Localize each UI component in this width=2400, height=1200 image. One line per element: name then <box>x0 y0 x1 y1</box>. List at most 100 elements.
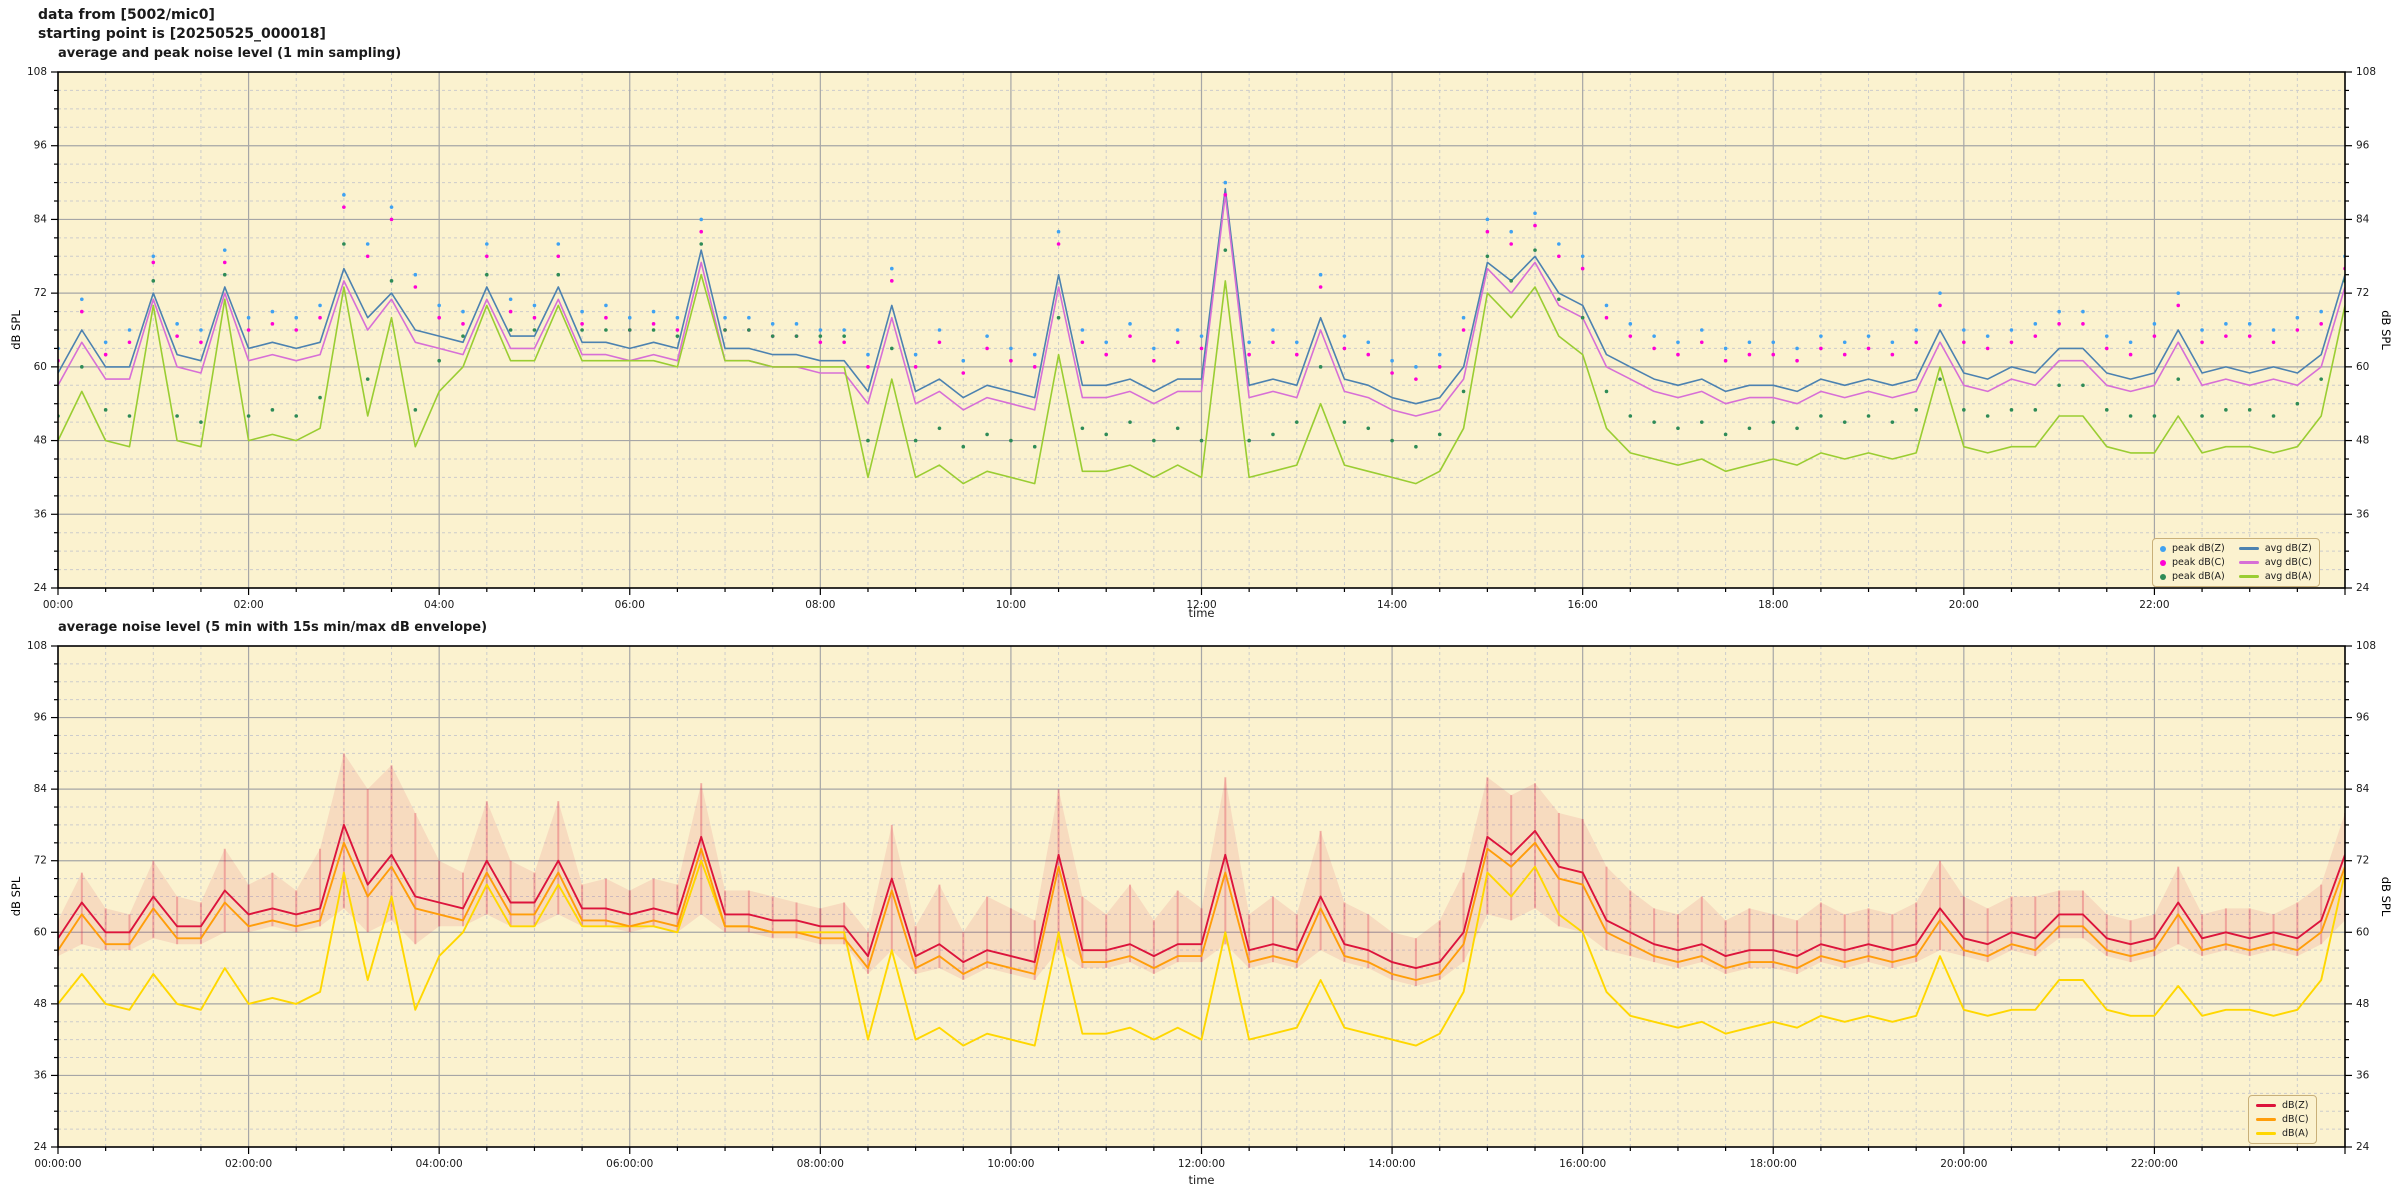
x-tick-label: 14:00 <box>1377 599 1407 611</box>
chart2-xaxis-label: time <box>1188 1173 1215 1187</box>
legend-line-marker <box>2238 560 2259 565</box>
legend-label: peak dB(C) <box>2172 557 2225 568</box>
legend-label: peak dB(A) <box>2172 571 2225 582</box>
chart1-plot: 24 24 36 36 48 48 60 60 72 72 84 84 96 96 108 108 00:00 0… <box>9 66 2393 611</box>
chart2-data-layer <box>58 753 2345 1047</box>
y-tick-label-right: 48 <box>2356 435 2369 447</box>
x-tick-label: 22:00 <box>2139 599 2169 611</box>
legend-item: avg dB(A) <box>2238 571 2312 582</box>
y-tick-label: 36 <box>34 1069 48 1081</box>
legend-label: avg dB(C) <box>2264 557 2312 568</box>
x-tick-label: 22:00:00 <box>2131 1158 2178 1170</box>
x-tick-label: 12:00:00 <box>1178 1158 1225 1170</box>
legend-line-marker <box>2256 1103 2276 1108</box>
avg-db-a--line <box>58 273 2345 485</box>
y-tick-label: 96 <box>34 140 48 152</box>
chart1-ylabel-right: dB SPL <box>2379 310 2393 350</box>
legend-item: peak dB(C) <box>2160 557 2225 568</box>
y-tick-label: 60 <box>34 926 47 938</box>
y-tick-label: 72 <box>34 855 47 867</box>
legend-item: dB(Z) <box>2256 1100 2309 1111</box>
envelope-band <box>58 753 2345 986</box>
y-tick-label-right: 48 <box>2356 998 2369 1010</box>
peak-db-c--scatter <box>58 193 2345 381</box>
avg-db-c--line <box>58 194 2345 417</box>
avg-db-z--line <box>58 187 2345 405</box>
x-tick-label: 18:00 <box>1758 599 1788 611</box>
y-tick-label-right: 108 <box>2356 66 2376 78</box>
legend-dot-marker <box>2160 559 2166 566</box>
chart2-ylabel-left: dB SPL <box>9 876 23 916</box>
y-tick-label: 48 <box>34 435 47 447</box>
x-tick-label: 08:00:00 <box>797 1158 844 1170</box>
y-tick-label: 84 <box>34 783 48 795</box>
y-tick-label-right: 60 <box>2356 926 2369 938</box>
x-tick-label: 12:00 <box>1186 599 1216 611</box>
chart1-tick-labels: 24 24 36 36 48 48 60 60 72 72 84 84 96 96 108 108 00:00 0… <box>27 66 2376 611</box>
chart2-major-grid <box>58 646 2345 1147</box>
x-tick-label: 20:00 <box>1949 599 1979 611</box>
x-tick-label: 20:00:00 <box>1940 1158 1987 1170</box>
y-tick-label: 24 <box>34 1141 48 1153</box>
legend-line-marker <box>2238 546 2259 551</box>
legend-dot-marker <box>2160 545 2166 552</box>
x-tick-label: 02:00 <box>233 599 263 611</box>
legend-label: avg dB(Z) <box>2264 543 2312 554</box>
x-tick-label: 10:00:00 <box>987 1158 1034 1170</box>
chart2-title: average noise level (5 min with 15s min/… <box>58 620 488 635</box>
db-z--line <box>58 823 2345 970</box>
chart2-ticks <box>51 645 2352 1154</box>
x-tick-label: 00:00 <box>43 599 73 611</box>
y-tick-label: 60 <box>34 361 47 373</box>
legend-line-marker <box>2256 1131 2276 1136</box>
y-tick-label-right: 72 <box>2356 855 2369 867</box>
y-tick-label: 108 <box>27 640 47 652</box>
y-tick-label-right: 96 <box>2356 140 2370 152</box>
legend-item: dB(C) <box>2256 1114 2309 1125</box>
y-tick-label-right: 36 <box>2356 508 2370 520</box>
y-tick-label: 108 <box>27 66 47 78</box>
chart1-title: average and peak noise level (1 min samp… <box>58 46 402 61</box>
legend-label: avg dB(A) <box>2264 571 2312 582</box>
legend-dot-marker <box>2160 573 2166 580</box>
chart2-legend: dB(Z) dB(C) dB(A) <box>2248 1095 2317 1144</box>
x-tick-label: 18:00:00 <box>1750 1158 1797 1170</box>
chart2-ylabel-right: dB SPL <box>2379 877 2393 917</box>
legend-label: dB(A) <box>2282 1128 2309 1139</box>
chart2-plot: 24 24 36 36 48 48 60 60 72 72 84 84 96 96 108 108 00:00:… <box>9 640 2393 1170</box>
x-tick-label: 16:00 <box>1568 599 1598 611</box>
y-tick-label-right: 24 <box>2356 582 2370 594</box>
x-tick-label: 08:00 <box>805 599 835 611</box>
y-tick-label: 84 <box>34 213 48 225</box>
chart1-legend: peak dB(Z) peak dB(C) peak dB(A) avg dB(Z) a… <box>2152 538 2320 587</box>
y-tick-label-right: 36 <box>2356 1069 2370 1081</box>
chart1-xaxis-label: time <box>1188 606 1215 620</box>
legend-line-marker <box>2256 1117 2276 1122</box>
x-tick-label: 10:00 <box>996 599 1026 611</box>
legend-label: peak dB(Z) <box>2172 543 2225 554</box>
y-tick-label-right: 84 <box>2356 783 2370 795</box>
y-tick-label: 36 <box>34 508 48 520</box>
y-tick-label-right: 60 <box>2356 361 2369 373</box>
chart2-tick-labels: 24 24 36 36 48 48 60 60 72 72 84 84 96 96 108 108 00:00:… <box>27 640 2376 1170</box>
legend-line-marker <box>2238 574 2259 579</box>
y-tick-label: 72 <box>34 287 47 299</box>
y-tick-label-right: 108 <box>2356 640 2376 652</box>
y-tick-label-right: 72 <box>2356 287 2369 299</box>
x-tick-label: 02:00:00 <box>225 1158 272 1170</box>
envelope-spikes <box>58 753 2345 986</box>
y-tick-label: 24 <box>34 582 48 594</box>
x-tick-label: 04:00:00 <box>416 1158 463 1170</box>
x-tick-label: 04:00 <box>424 599 454 611</box>
y-tick-label-right: 84 <box>2356 213 2370 225</box>
legend-item: avg dB(Z) <box>2238 543 2312 554</box>
db-a--line <box>58 859 2345 1047</box>
x-tick-label: 06:00:00 <box>606 1158 653 1170</box>
chart1-ylabel-left: dB SPL <box>9 310 23 350</box>
figure-header: data from [5002/mic0] starting point is … <box>38 6 326 44</box>
y-tick-label-right: 24 <box>2356 1141 2370 1153</box>
header-line1: data from [5002/mic0] <box>38 7 215 23</box>
y-tick-label: 48 <box>34 998 47 1010</box>
